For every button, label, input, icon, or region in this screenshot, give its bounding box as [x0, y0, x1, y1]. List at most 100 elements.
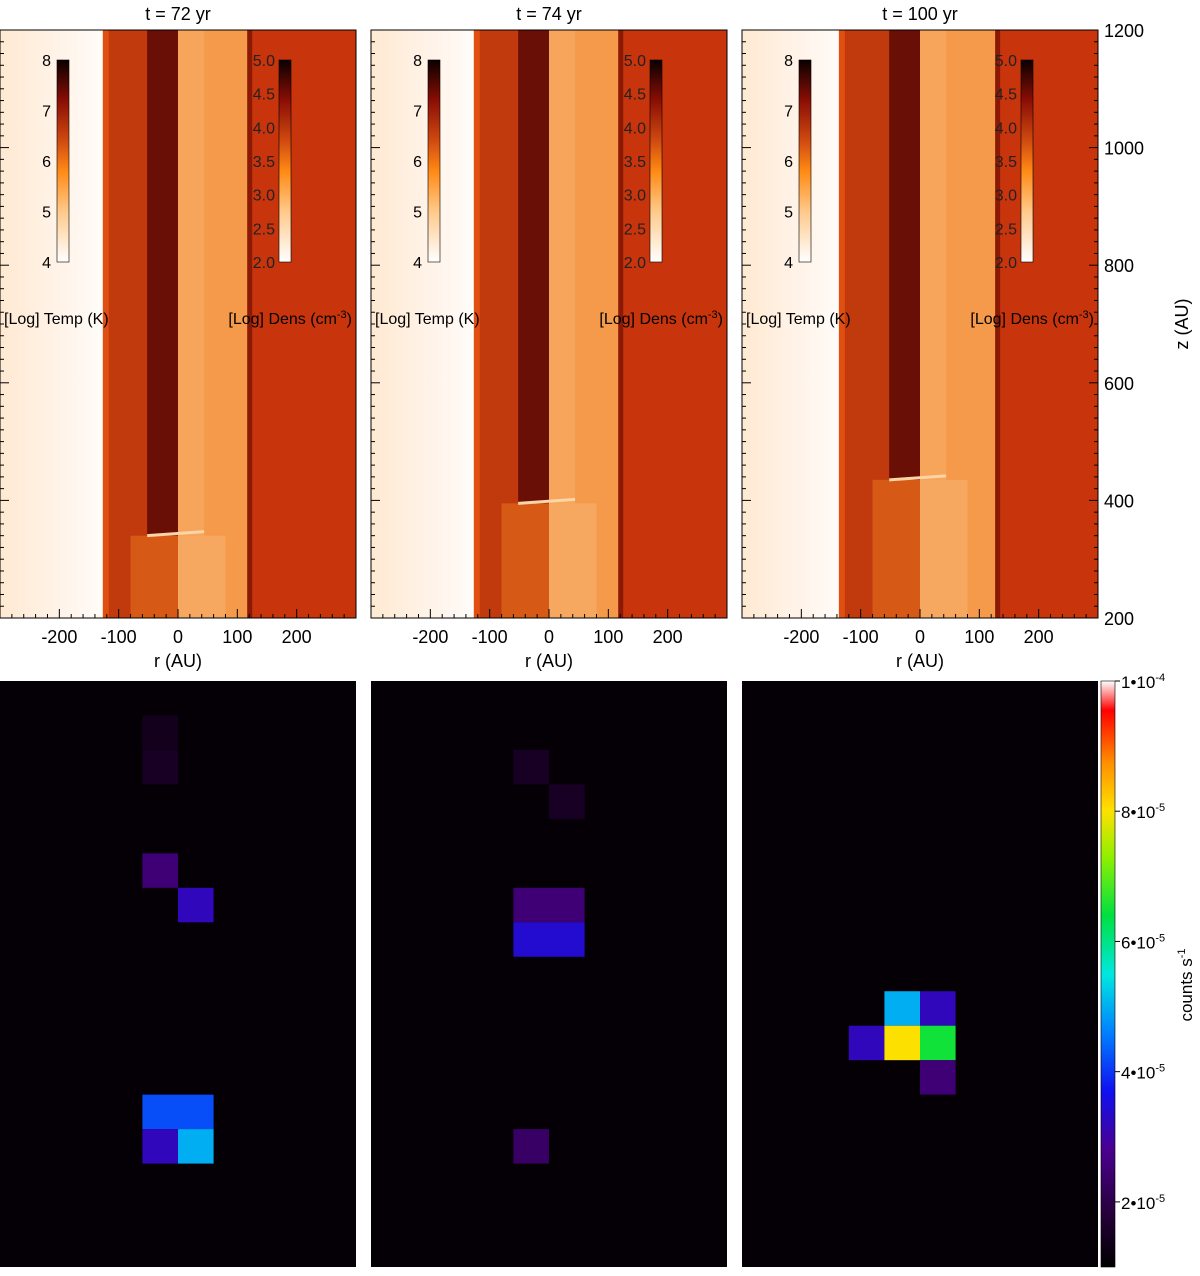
- counts-colorbar-bar: [1100, 680, 1116, 1268]
- dens-colorbar-tick: 4.5: [995, 87, 1017, 104]
- shell-edge-left: [102, 30, 109, 618]
- tick-mantissa: 1•10: [1121, 673, 1155, 692]
- counts-background: [742, 681, 1098, 1267]
- knot-dens: [549, 503, 597, 618]
- knot-dens: [178, 535, 226, 618]
- counts-pixel: [920, 991, 956, 1026]
- x-tick-label: -200: [41, 627, 77, 647]
- y-tick-label: 1000: [1104, 139, 1144, 159]
- tick-mantissa: 8•10: [1121, 803, 1155, 822]
- panel-title: t = 74 yr: [516, 4, 582, 24]
- knot-temp: [130, 535, 178, 618]
- dens-colorbar-tick: 3.0: [253, 188, 275, 205]
- dens-colorbar-tick: 4.0: [995, 120, 1017, 137]
- dens-colorbar: [1020, 59, 1034, 263]
- y-tick-label: 200: [1104, 609, 1134, 629]
- shell-edge-right: [995, 30, 1001, 618]
- tick-exponent: -5: [1155, 1193, 1165, 1205]
- dens-label-exp: -3: [337, 309, 347, 321]
- temp-colorbar-tick: 8: [413, 53, 422, 70]
- counts-pixel: [920, 1060, 956, 1095]
- dens-colorbar-label: [Log] Dens (cm-3): [228, 309, 352, 328]
- shock-front: [518, 497, 576, 505]
- temp-colorbar-label: [Log] Temp (K): [4, 311, 109, 328]
- counts-pixel: [178, 1094, 214, 1130]
- temp-colorbar-label: [Log] Temp (K): [746, 311, 851, 328]
- temp-colorbar-tick: 7: [784, 104, 793, 121]
- dens-colorbar-tick: 5.0: [624, 53, 646, 70]
- dens-colorbar-tick: 5.0: [995, 53, 1017, 70]
- dens-label-end: ): [347, 311, 352, 328]
- temp-colorbar-tick: 7: [42, 104, 51, 121]
- dens-label-exp: -3: [1079, 309, 1089, 321]
- temp-colorbar: [427, 59, 441, 263]
- knot-temp: [872, 479, 920, 618]
- counts-colorbar-label: counts s-1: [1176, 948, 1196, 1021]
- shell-edge-left: [473, 30, 480, 618]
- x-tick-label: 200: [653, 627, 683, 647]
- counts-colorbar-tick-label: 8•10-5: [1121, 802, 1165, 822]
- jet-dens: [178, 30, 205, 536]
- counts-colorbar-tick-label: 1•10-4: [1121, 672, 1165, 692]
- x-tick-label: 200: [282, 627, 312, 647]
- temp-colorbar-tick: 6: [413, 154, 422, 171]
- dens-colorbar-tick: 4.0: [253, 120, 275, 137]
- temp-colorbar-tick: 8: [784, 53, 793, 70]
- dens-colorbar-label: [Log] Dens (cm-3): [599, 309, 723, 328]
- counts-panels: [0, 681, 1098, 1267]
- dens-colorbar-tick: 5.0: [253, 53, 275, 70]
- jet-dens: [549, 30, 576, 504]
- counts-pixel: [142, 715, 178, 750]
- counts-colorbar-tick-label: 2•10-5: [1121, 1193, 1165, 1213]
- counts-pixel: [549, 887, 585, 923]
- jet-temp: [889, 30, 920, 480]
- simulation-panels: t = 72 yr -200 -100 0 100 200 r (AU) 4 5 6 7 8 [Log]…: [0, 4, 1192, 671]
- counts-pixel: [142, 1129, 178, 1164]
- x-tick-label: 200: [1024, 627, 1054, 647]
- dens-colorbar-tick: 2.0: [995, 255, 1017, 272]
- sim-panel-1: t = 72 yr -200 -100 0 100 200 r (AU) 4 5 6 7 8 [Log]…: [0, 4, 357, 671]
- tick-exponent: -4: [1155, 672, 1165, 684]
- x-tick-label: -200: [783, 627, 819, 647]
- counts-pixel: [848, 1025, 885, 1061]
- temp-colorbar-tick: 6: [784, 154, 793, 171]
- dens-colorbar-tick: 3.5: [995, 154, 1017, 171]
- shock-front: [889, 474, 947, 482]
- y-tick-label: 800: [1104, 256, 1134, 276]
- counts-pixel: [142, 749, 178, 785]
- counts-pixel: [513, 922, 549, 957]
- dens-colorbar-tick: 2.5: [995, 221, 1017, 238]
- tick-mantissa: 2•10: [1121, 1194, 1155, 1213]
- dens-colorbar-tick: 3.5: [253, 154, 275, 171]
- dens-colorbar-tick: 3.0: [624, 188, 646, 205]
- temp-colorbar-tick: 8: [42, 53, 51, 70]
- counts-pixel: [178, 1129, 214, 1164]
- dens-colorbar-label: [Log] Dens (cm-3): [970, 309, 1094, 328]
- temp-colorbar-tick: 4: [413, 255, 422, 272]
- counts-pixel: [142, 1094, 178, 1130]
- ambient-dens: [249, 30, 356, 618]
- temp-colorbar: [798, 59, 812, 263]
- ambient-dens: [997, 30, 1098, 618]
- counts-pixel: [884, 991, 920, 1026]
- x-axis-label: r (AU): [896, 651, 944, 671]
- counts-pixel: [178, 887, 214, 923]
- temp-colorbar-tick: 5: [42, 205, 51, 222]
- ambient-temp: [742, 30, 843, 618]
- temp-colorbar-label: [Log] Temp (K): [375, 311, 480, 328]
- x-tick-label: -100: [843, 627, 879, 647]
- jet-temp: [518, 30, 549, 504]
- x-tick-label: -200: [412, 627, 448, 647]
- x-tick-label: 100: [222, 627, 252, 647]
- ambient-temp: [371, 30, 478, 618]
- dens-colorbar-tick: 3.5: [624, 154, 646, 171]
- x-tick-label: -100: [101, 627, 137, 647]
- ambient-temp: [0, 30, 107, 618]
- y-axis-label: z (AU): [1172, 299, 1192, 350]
- tick-exponent: -5: [1155, 802, 1165, 814]
- temp-colorbar-tick: 5: [413, 205, 422, 222]
- dens-colorbar-tick: 3.0: [995, 188, 1017, 205]
- dens-colorbar-tick: 4.5: [624, 87, 646, 104]
- counts-pixel: [884, 1025, 920, 1061]
